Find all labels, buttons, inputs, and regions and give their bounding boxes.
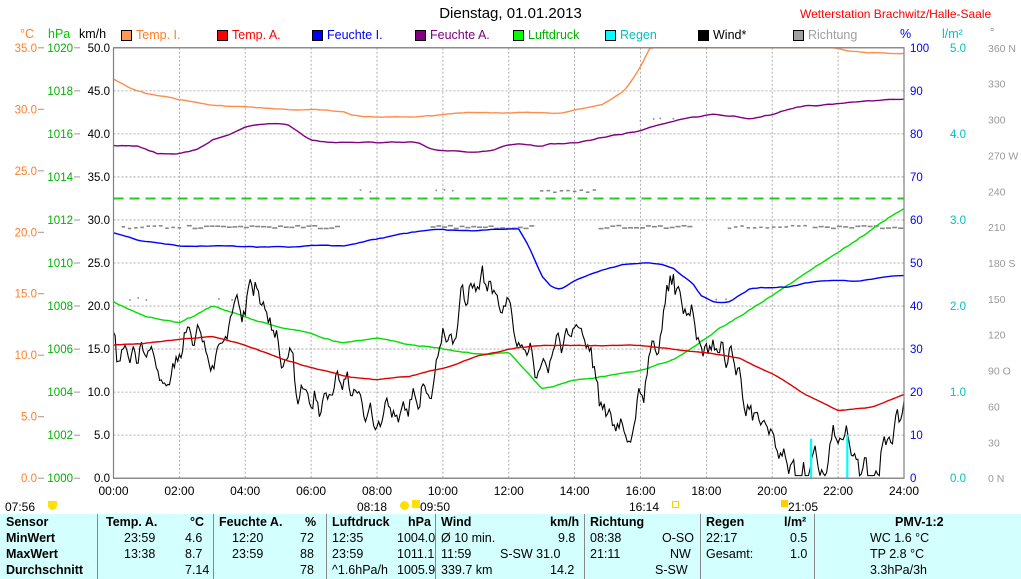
svg-text:1012: 1012 xyxy=(47,215,73,227)
svg-text:30: 30 xyxy=(910,344,923,356)
svg-text:360 N: 360 N xyxy=(988,43,1016,55)
svg-text:210: 210 xyxy=(988,222,1006,234)
svg-text:1014: 1014 xyxy=(47,172,73,184)
svg-text:300: 300 xyxy=(988,115,1006,127)
svg-text:35.0: 35.0 xyxy=(88,172,110,184)
svg-text:90: 90 xyxy=(910,86,923,98)
svg-text:10.0: 10.0 xyxy=(15,350,37,362)
svg-text:270 W: 270 W xyxy=(988,150,1018,162)
svg-text:1016: 1016 xyxy=(47,129,73,141)
svg-text:10: 10 xyxy=(910,430,923,442)
svg-text:30.0: 30.0 xyxy=(15,104,37,116)
svg-text:30: 30 xyxy=(988,437,1000,449)
svg-text:45.0: 45.0 xyxy=(88,86,110,98)
svg-text:50.0: 50.0 xyxy=(88,43,110,55)
svg-text:50: 50 xyxy=(910,258,923,270)
svg-text:40.0: 40.0 xyxy=(88,129,110,141)
svg-text:90 O: 90 O xyxy=(988,366,1011,378)
svg-text:25.0: 25.0 xyxy=(15,166,37,178)
svg-text:5.0: 5.0 xyxy=(950,43,966,55)
svg-text:120: 120 xyxy=(988,330,1006,342)
svg-text:25.0: 25.0 xyxy=(88,258,110,270)
svg-text:330: 330 xyxy=(988,79,1006,91)
svg-text:35.0: 35.0 xyxy=(15,43,37,55)
svg-text:1006: 1006 xyxy=(47,344,73,356)
svg-text:1.0: 1.0 xyxy=(950,387,966,399)
svg-text:180 S: 180 S xyxy=(988,258,1015,270)
svg-text:3.0: 3.0 xyxy=(950,215,966,227)
svg-text:1018: 1018 xyxy=(47,86,73,98)
svg-text:1004: 1004 xyxy=(47,387,73,399)
svg-text:1020: 1020 xyxy=(47,43,73,55)
svg-text:80: 80 xyxy=(910,129,923,141)
svg-text:60: 60 xyxy=(910,215,923,227)
svg-text:150: 150 xyxy=(988,294,1006,306)
svg-text:15.0: 15.0 xyxy=(88,344,110,356)
svg-text:20.0: 20.0 xyxy=(88,301,110,313)
svg-text:1002: 1002 xyxy=(47,430,73,442)
svg-text:240: 240 xyxy=(988,186,1006,198)
svg-text:1008: 1008 xyxy=(47,301,73,313)
svg-text:30.0: 30.0 xyxy=(88,215,110,227)
svg-text:5.0: 5.0 xyxy=(94,430,110,442)
svg-text:10.0: 10.0 xyxy=(88,387,110,399)
svg-text:1010: 1010 xyxy=(47,258,73,270)
svg-text:5.0: 5.0 xyxy=(21,412,37,424)
svg-text:70: 70 xyxy=(910,172,923,184)
svg-text:4.0: 4.0 xyxy=(950,129,966,141)
svg-text:60: 60 xyxy=(988,402,1000,414)
svg-text:100: 100 xyxy=(910,43,929,55)
svg-text:2.0: 2.0 xyxy=(950,301,966,313)
svg-text:40: 40 xyxy=(910,301,923,313)
svg-text:15.0: 15.0 xyxy=(15,289,37,301)
svg-text:20: 20 xyxy=(910,387,923,399)
svg-text:20.0: 20.0 xyxy=(15,227,37,239)
